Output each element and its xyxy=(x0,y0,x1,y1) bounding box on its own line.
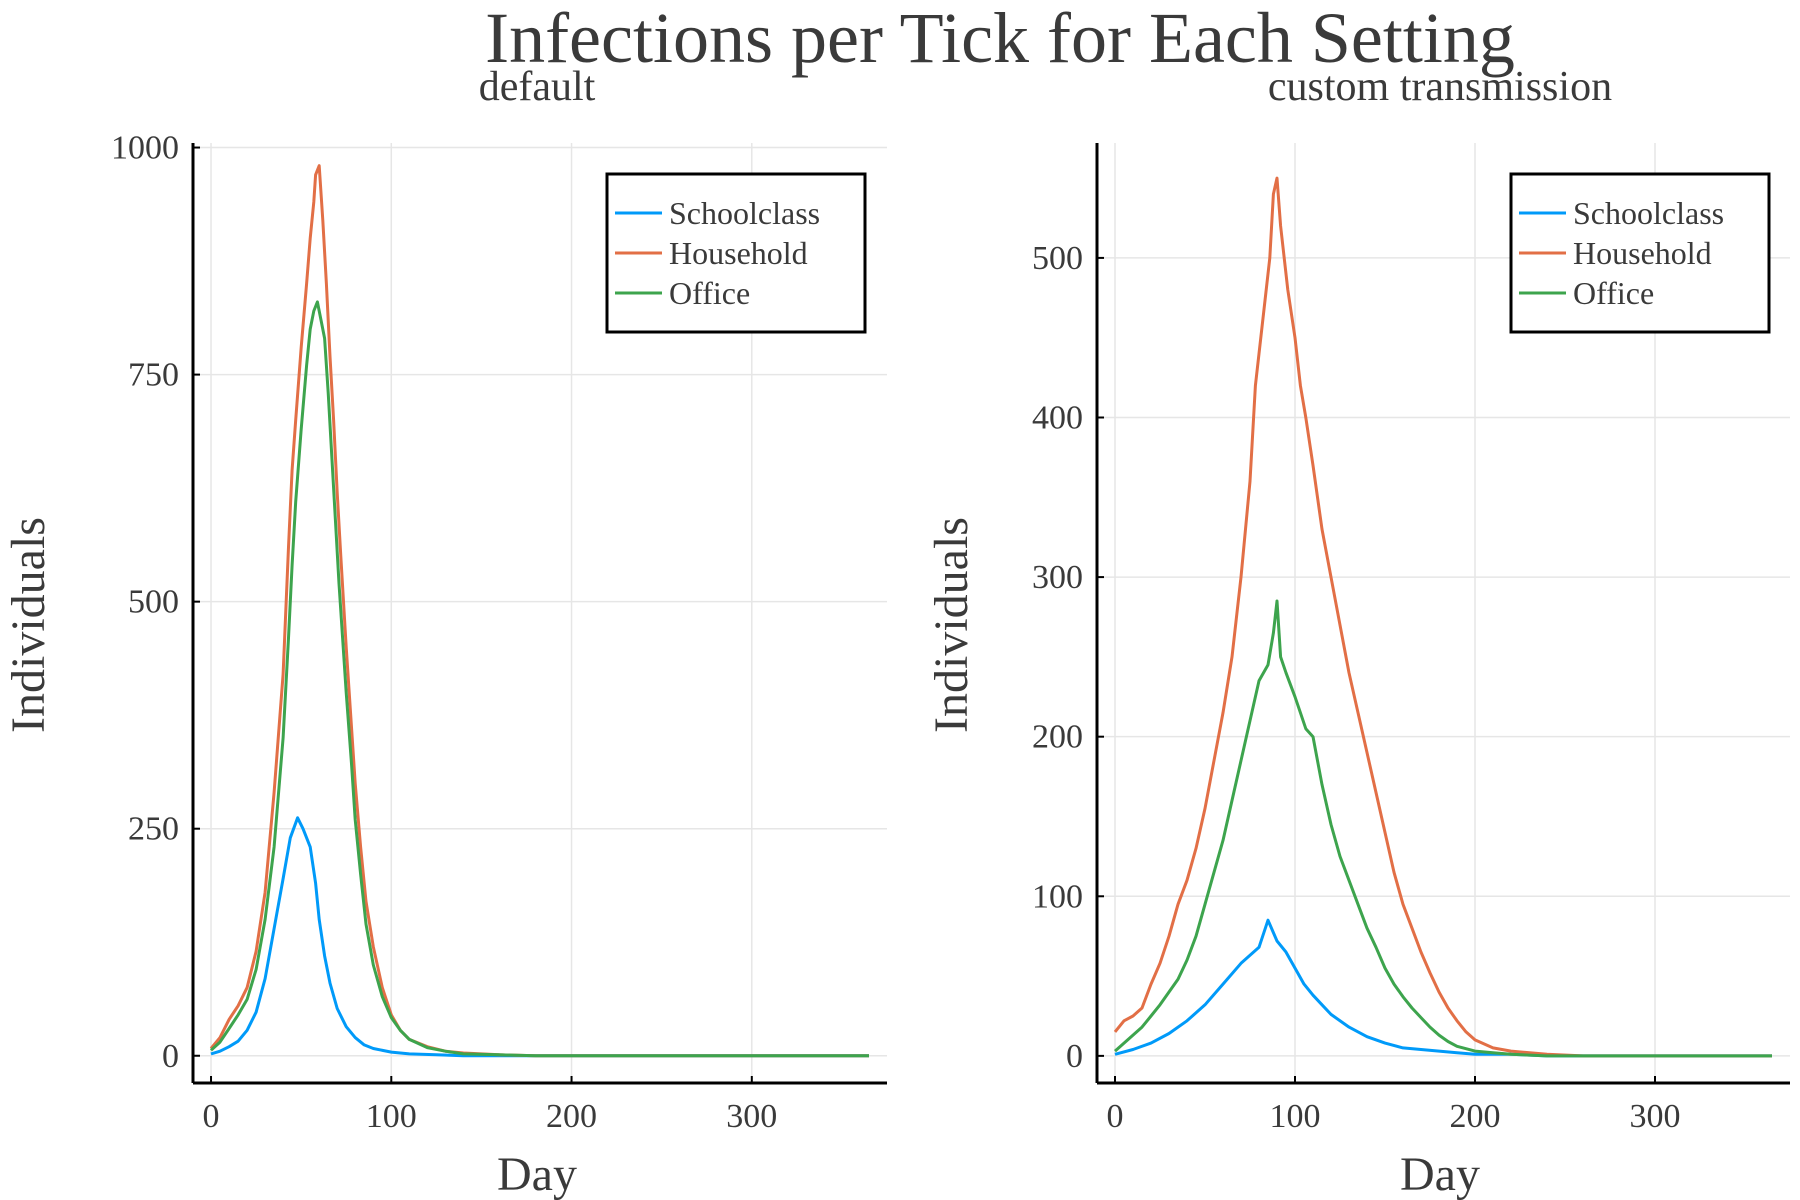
series-line-schoolclass xyxy=(1114,918,1772,1058)
y-tick-label: 300 xyxy=(1032,559,1083,596)
y-tick-label: 750 xyxy=(128,357,179,394)
x-tick-label: 100 xyxy=(366,1098,417,1135)
y-tick-label: 0 xyxy=(162,1038,179,1075)
panel-title-custom-transmission: custom transmission xyxy=(1268,64,1612,110)
y-tick-label: 500 xyxy=(1032,240,1083,277)
axes-custom-transmission xyxy=(1095,143,1790,1085)
x-tick-label: 300 xyxy=(726,1098,777,1135)
x-axis-label-custom-transmission: Day xyxy=(1400,1148,1480,1200)
x-tick-label: 100 xyxy=(1270,1098,1321,1135)
legend-custom-transmission: Schoolclass Household Office xyxy=(1509,172,1771,334)
series-line-office xyxy=(209,300,869,1058)
figure-title: Infections per Tick for Each Setting xyxy=(485,0,1515,78)
x-tick-label: 200 xyxy=(546,1098,597,1135)
y-tick-label: 200 xyxy=(1032,719,1083,756)
series-lines-custom-transmission xyxy=(1113,176,1772,1058)
tick-labels-custom-transmission: 0 100 200 300 0 100 200 300 400 500 xyxy=(1032,240,1681,1135)
legend-label-household: Household xyxy=(1573,235,1712,271)
tick-labels-default: 0 100 200 300 0 250 500 750 1000 xyxy=(111,130,777,1135)
y-axis-label-default: Individuals xyxy=(2,517,55,733)
y-tick-label: 400 xyxy=(1032,399,1083,436)
y-tick-label: 100 xyxy=(1032,878,1083,915)
legend-label-household: Household xyxy=(669,235,808,271)
x-tick-label: 200 xyxy=(1450,1098,1501,1135)
legend-label-schoolclass: Schoolclass xyxy=(669,195,820,231)
legend-label-schoolclass: Schoolclass xyxy=(1573,195,1724,231)
x-tick-label: 0 xyxy=(203,1098,220,1135)
y-tick-label: 0 xyxy=(1066,1038,1083,1075)
series-line-office xyxy=(1114,599,1772,1058)
y-axis-label-custom-transmission: Individuals xyxy=(925,517,978,733)
legend-default: Schoolclass Household Office xyxy=(605,172,867,334)
series-line-schoolclass xyxy=(210,816,869,1058)
chart-panel-custom-transmission: custom transmission Day Individuals 0 100… xyxy=(925,64,1790,1200)
y-tick-label: 500 xyxy=(128,584,179,621)
grid-custom-transmission xyxy=(1097,143,1790,1083)
legend-label-office: Office xyxy=(1573,275,1654,311)
x-tick-label: 0 xyxy=(1107,1098,1124,1135)
x-axis-label-default: Day xyxy=(497,1148,577,1200)
y-tick-label: 1000 xyxy=(111,130,179,167)
series-line-household xyxy=(1113,176,1772,1058)
panel-title-default: default xyxy=(479,64,596,110)
legend-label-office: Office xyxy=(669,275,750,311)
axes-default xyxy=(191,143,887,1085)
chart-panel-default: default Day Individuals 0 100 200 300 0 250 50… xyxy=(2,64,887,1200)
series-lines-default xyxy=(209,164,869,1058)
y-tick-label: 250 xyxy=(128,811,179,848)
x-tick-label: 300 xyxy=(1630,1098,1681,1135)
